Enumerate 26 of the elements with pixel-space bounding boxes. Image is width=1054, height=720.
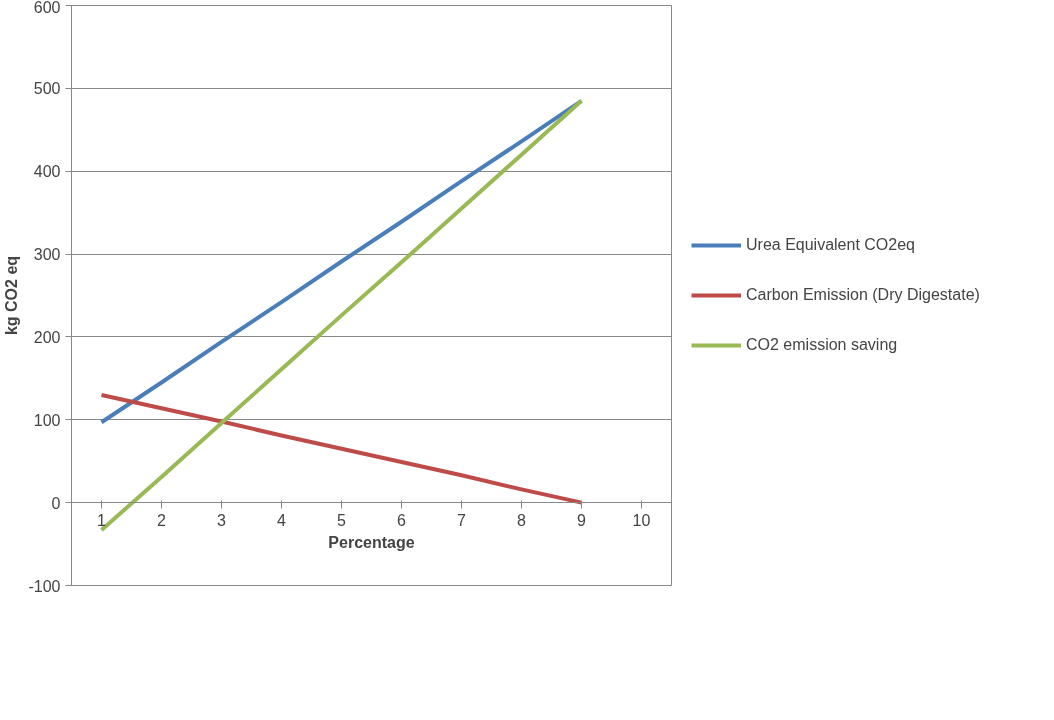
y-tick-label: 400 <box>33 163 61 181</box>
y-tick-label: 600 <box>33 0 61 16</box>
x-axis-title: Percentage <box>328 533 415 551</box>
line-series <box>99 98 584 532</box>
y-tick-label: -100 <box>28 577 61 595</box>
x-tick-label: 9 <box>577 511 587 529</box>
legend-label: Carbon Emission (Dry Digestate) <box>746 286 980 304</box>
y-axis-title: kg CO2 eq <box>3 255 21 336</box>
y-tick-label: 0 <box>51 494 61 512</box>
legend-label: Urea Equivalent CO2eq <box>746 236 915 254</box>
x-tick-label: 4 <box>277 511 287 529</box>
x-tick-label: 5 <box>337 511 347 529</box>
y-tick-label: 200 <box>33 328 61 346</box>
line-series <box>99 98 584 425</box>
x-tick-label: 3 <box>217 511 227 529</box>
y-tick-label: 100 <box>33 411 61 429</box>
x-tick-label: 10 <box>632 511 651 529</box>
x-tick-label: 2 <box>157 511 167 529</box>
x-tick-label: 1 <box>97 511 107 529</box>
line-series <box>99 392 584 505</box>
x-tick-label: 8 <box>517 511 527 529</box>
legend-label: CO2 emission saving <box>746 336 898 354</box>
x-tick-label: 6 <box>397 511 407 529</box>
y-tick-label: 500 <box>33 80 61 98</box>
y-tick-label: 300 <box>33 246 61 264</box>
x-tick-label: 7 <box>457 511 467 529</box>
